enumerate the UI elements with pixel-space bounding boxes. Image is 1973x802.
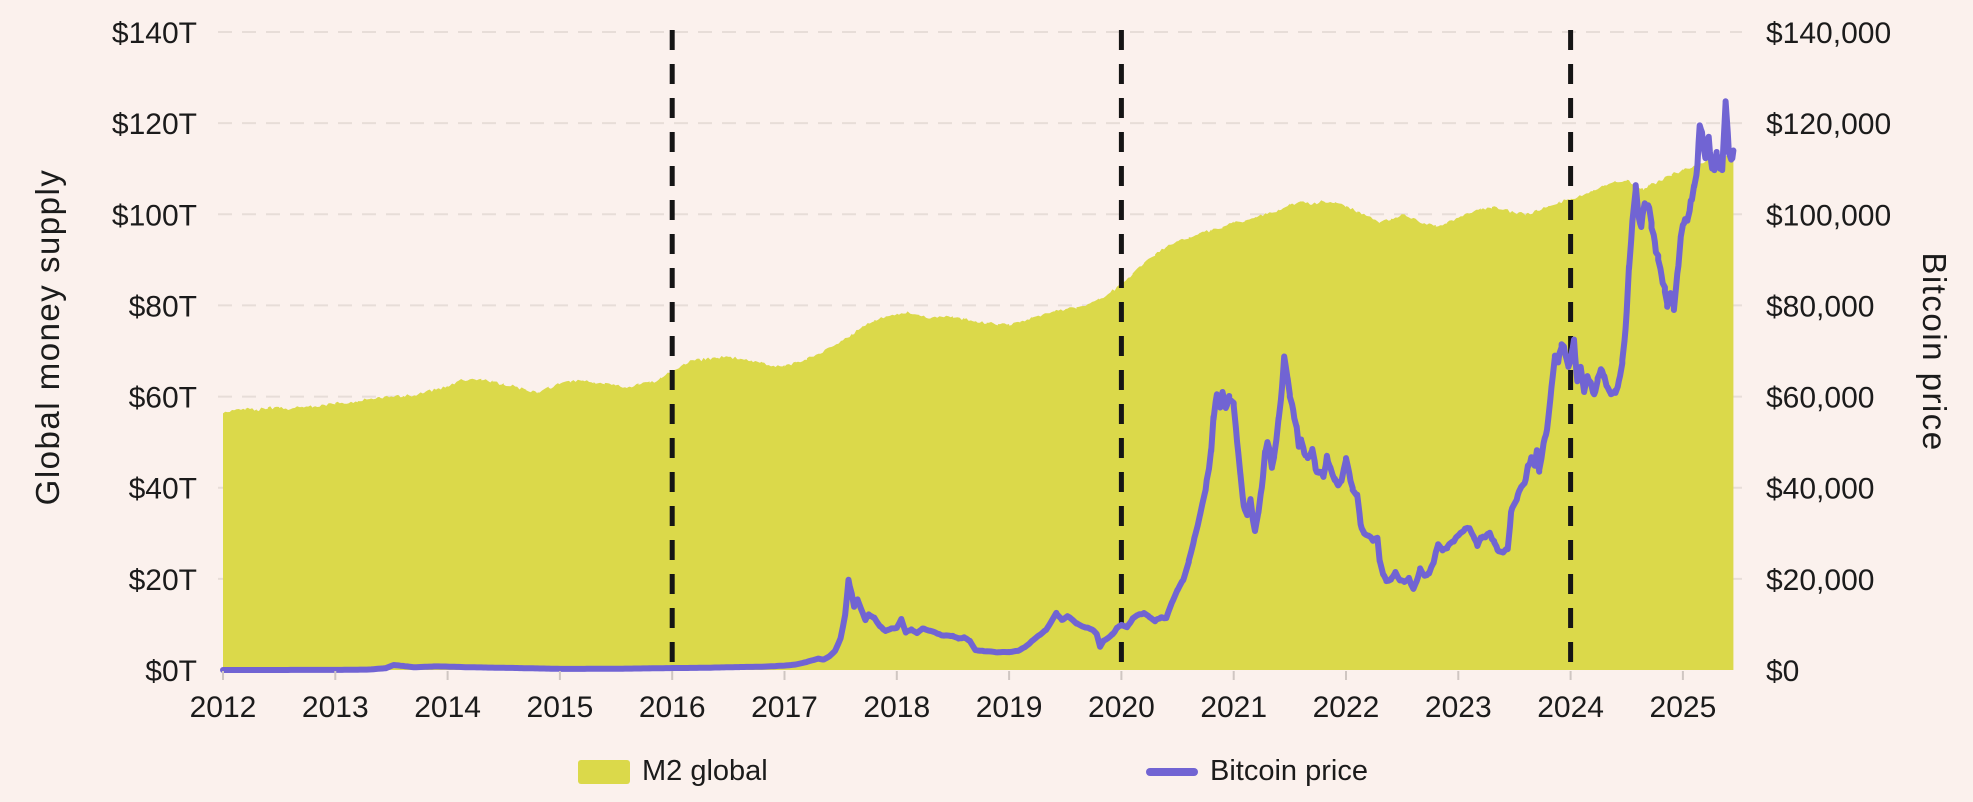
x-tick-label: 2015 (527, 691, 594, 724)
x-tick-label: 2022 (1313, 691, 1380, 724)
x-tick-label: 2018 (863, 691, 930, 724)
x-tick-label: 2016 (639, 691, 706, 724)
x-tick-label: 2023 (1425, 691, 1492, 724)
left-axis-tick-label: $0T (145, 655, 197, 688)
x-tick-label: 2012 (190, 691, 257, 724)
x-tick-label: 2021 (1200, 691, 1267, 724)
legend-entry-bitcoin: Bitcoin price (1146, 755, 1368, 788)
bitcoin-line (220, 98, 1737, 673)
left-axis-tick-label: $40T (129, 473, 197, 506)
right-axis-title: Bitcoin price (1916, 252, 1953, 452)
left-axis-tick-label: $80T (129, 290, 197, 323)
right-axis-tick-label: $140,000 (1766, 17, 1891, 50)
m2-area-swatch (578, 759, 630, 784)
x-tick-label: 2014 (414, 691, 481, 724)
left-axis-title: Global money supply (29, 168, 66, 506)
right-axis-tick-label: $120,000 (1766, 108, 1891, 141)
m2-area (223, 153, 1734, 670)
bitcoin-line-swatch (1146, 767, 1198, 776)
x-tick-label: 2019 (976, 691, 1043, 724)
right-axis-tick-label: $80,000 (1766, 290, 1874, 323)
x-tick-label: 2013 (302, 691, 369, 724)
right-axis-tick-label: $20,000 (1766, 564, 1874, 597)
right-axis-tick-label: $40,000 (1766, 473, 1874, 506)
x-tick-label: 2024 (1537, 691, 1604, 724)
left-axis-tick-label: $120T (112, 108, 197, 141)
left-axis-tick-label: $140T (112, 17, 197, 50)
right-axis-tick-label: $0 (1766, 655, 1799, 688)
right-axis-tick-label: $60,000 (1766, 382, 1874, 415)
legend-label-bitcoin: Bitcoin price (1210, 755, 1368, 787)
x-tick-label: 2017 (751, 691, 818, 724)
x-tick-label: 2020 (1088, 691, 1155, 724)
left-axis-tick-label: $20T (129, 564, 197, 597)
left-axis-tick-label: $60T (129, 382, 197, 415)
legend-entry-m2: M2 global (578, 755, 768, 788)
legend: M2 global Bitcoin price (0, 755, 1973, 795)
x-tick-label: 2025 (1650, 691, 1717, 724)
right-axis-tick-label: $100,000 (1766, 199, 1891, 232)
left-axis-tick-label: $100T (112, 199, 197, 232)
legend-label-m2: M2 global (642, 755, 768, 787)
